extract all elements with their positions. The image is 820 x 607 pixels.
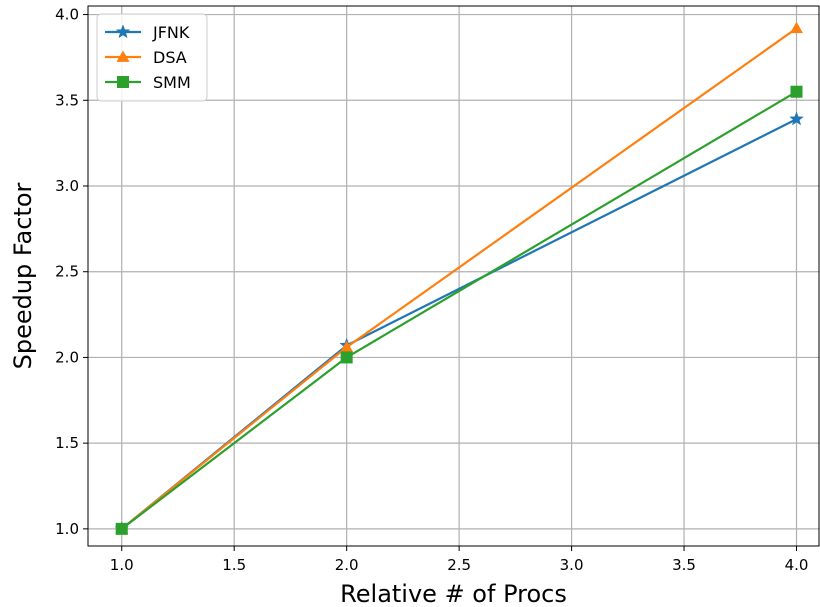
data-point-dsa [340,340,354,353]
x-tick-label: 4.0 [785,556,809,574]
series-lines [114,21,804,536]
x-tick-label: 2.0 [335,556,359,574]
legend-marker-smm [117,76,129,88]
legend-label-jfnk: JFNK [152,23,190,42]
grid-lines [88,6,819,546]
legend-marker-jfnk [115,24,131,39]
series-smm [115,85,803,535]
y-tick-label: 1.0 [55,520,79,538]
x-tick-label: 2.5 [447,556,471,574]
y-tick-label: 1.5 [55,434,79,452]
y-tick-label: 2.5 [55,263,79,281]
data-point-smm [790,85,803,98]
y-tick-label: 2.0 [55,348,79,366]
plot-frame [87,5,820,547]
y-tick-label: 4.0 [55,6,79,24]
data-point-smm [340,351,353,364]
legend-marker-dsa [116,50,130,62]
data-point-jfnk [789,111,804,126]
axis-ticks: 1.0 1.5 2.0 2.5 3.0 3.5 4.0 1.0 1.5 2.0 2.5 3.0 3.5 4… [55,6,808,574]
data-point-smm [115,522,128,535]
x-tick-label: 3.5 [672,556,696,574]
legend-label-smm: SMM [153,73,191,92]
x-tick-label: 3.0 [560,556,584,574]
x-tick-label: 1.0 [110,556,134,574]
data-point-dsa [790,21,804,34]
y-tick-label: 3.0 [55,177,79,195]
legend: JFNK DSA SMM [96,13,208,102]
y-tick-label: 3.5 [55,91,79,109]
x-tick-label: 1.5 [222,556,246,574]
legend-label-dsa: DSA [153,48,187,67]
y-axis-label: Speedup Factor [9,182,37,369]
x-axis-label: Relative # of Procs [340,580,567,607]
